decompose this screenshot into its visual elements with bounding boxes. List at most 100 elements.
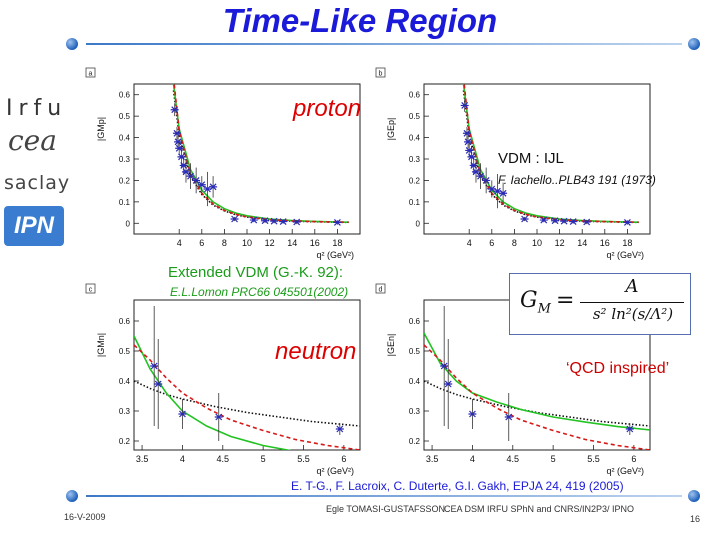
y-tick-label: 0.2 — [409, 176, 421, 185]
y-tick-label: 0.2 — [119, 176, 131, 185]
y-tick-label: 0.4 — [409, 134, 421, 143]
y-axis-title: |GMp| — [96, 117, 106, 141]
iachello-reference: F. Iachello..PLB43 191 (1973) — [498, 173, 656, 187]
data-point — [520, 215, 529, 223]
x-tick-label: 6 — [631, 454, 636, 464]
data-point — [623, 219, 632, 226]
panel-tag-box — [85, 283, 96, 294]
x-tick-label: 4.5 — [217, 454, 230, 464]
x-tick-label: 4 — [470, 454, 475, 464]
formula-denominator: s² ln²(s/Λ²) — [592, 305, 674, 323]
y-tick-label: 0.4 — [119, 377, 131, 386]
y-tick-label: 0.5 — [409, 347, 421, 356]
x-axis-title: q² (GeV²) — [606, 466, 644, 476]
data-point — [154, 380, 163, 388]
chart-panel-gep: b 4 6 8 10 12 14 16 18 0 0.1 0.2 0.3 0.4 0.5 0.6 q² (GeV… — [375, 67, 651, 260]
data-point — [460, 102, 469, 109]
panel-tag-box — [85, 67, 96, 78]
y-tick-label: 0.3 — [409, 407, 421, 416]
data-point — [551, 217, 560, 225]
data-point — [214, 413, 223, 421]
cea-logo: cea — [8, 124, 57, 157]
data-point — [335, 425, 344, 433]
data-point — [560, 217, 569, 225]
data-point — [197, 181, 206, 189]
data-point — [279, 218, 288, 225]
y-axis-title: |GEp| — [386, 118, 396, 141]
panel-tag-letter: b — [379, 71, 383, 78]
y-tick-label: 0.5 — [119, 347, 131, 356]
header-rule — [86, 43, 682, 45]
data-point — [569, 218, 578, 225]
y-tick-label: 0.6 — [119, 317, 131, 326]
data-point — [582, 218, 591, 226]
data-point — [476, 172, 485, 180]
x-axis-title: q² (GeV²) — [316, 466, 354, 476]
data-point — [462, 129, 471, 137]
x-axis-title: q² (GeV²) — [316, 250, 354, 260]
x-tick-label: 8 — [222, 238, 227, 248]
data-point — [625, 425, 634, 433]
x-tick-label: 6 — [199, 238, 204, 248]
data-point — [270, 217, 279, 225]
x-axis-title: q² (GeV²) — [606, 250, 644, 260]
header-rule-dot-right — [688, 38, 700, 50]
data-point — [209, 183, 218, 191]
curves-group — [170, 84, 349, 226]
panel-tag: d — [375, 283, 386, 294]
footer-page-number: 16 — [690, 514, 701, 524]
panel-tag: c — [85, 283, 96, 294]
citation: E. T-G., F. Lacroix, C. Duterte, G.I. Ga… — [291, 479, 624, 493]
data-point — [464, 138, 473, 146]
data-point — [249, 216, 258, 224]
x-tick-label: 4 — [467, 238, 472, 248]
chart-panel-gmn: c 3.5 4 4.5 5 5.5 6 0.2 0.3 0.4 0.5 0.6 q² (GeV²) |GM… — [85, 283, 361, 476]
y-tick-label: 0 — [126, 219, 131, 228]
footer-date: 16-V-2009 — [64, 512, 106, 522]
neutron-label: neutron — [275, 338, 357, 365]
irfu-logo: Irfu — [6, 96, 68, 121]
y-tick-label: 0.6 — [119, 91, 131, 100]
data-point — [174, 138, 183, 146]
footer-rule-dot-right — [688, 490, 700, 502]
y-tick-label: 0.3 — [119, 155, 131, 164]
data-point — [499, 189, 508, 197]
curves-group — [134, 306, 360, 450]
x-tick-label: 10 — [242, 238, 252, 248]
curves-group — [460, 84, 639, 226]
x-tick-label: 4.5 — [507, 454, 520, 464]
y-axis-title: |GEn| — [386, 334, 396, 357]
data-point — [482, 177, 491, 184]
footer-author: Egle TOMASI-GUSTAFSSON — [326, 504, 446, 514]
x-tick-label: 3.5 — [136, 454, 149, 464]
x-tick-label: 4 — [177, 238, 182, 248]
x-tick-label: 10 — [532, 238, 542, 248]
data-point — [261, 217, 270, 225]
formula-lhs-subscript: M — [537, 301, 551, 317]
formula-numerator: A — [625, 276, 639, 297]
data-point — [444, 380, 453, 388]
formula-fraction-bar — [580, 302, 684, 303]
formula-lhs-symbol: G — [520, 288, 538, 313]
x-tick-label: 16 — [600, 238, 610, 248]
qcd-inspired-label: ‘QCD inspired’ — [566, 360, 670, 377]
x-tick-label: 18 — [622, 238, 632, 248]
x-tick-label: 12 — [555, 238, 565, 248]
formula-box: GM = A s² ln²(s/Λ²) — [509, 273, 691, 335]
data-point — [172, 129, 181, 137]
data-point — [170, 106, 179, 114]
y-tick-label: 0.1 — [409, 198, 421, 207]
panel-tag-letter: c — [89, 287, 93, 294]
x-tick-label: 14 — [577, 238, 587, 248]
panel-tag: b — [375, 67, 386, 78]
plot-frame — [133, 299, 361, 451]
formula-equals: = — [556, 288, 575, 313]
y-tick-label: 0.6 — [409, 91, 421, 100]
x-tick-label: 5.5 — [297, 454, 310, 464]
data-point — [539, 216, 548, 224]
y-tick-label: 0.5 — [119, 112, 131, 121]
x-tick-label: 5.5 — [587, 454, 600, 464]
x-tick-label: 8 — [512, 238, 517, 248]
saclay-logo: saclay — [4, 172, 71, 194]
y-tick-label: 0 — [416, 219, 421, 228]
